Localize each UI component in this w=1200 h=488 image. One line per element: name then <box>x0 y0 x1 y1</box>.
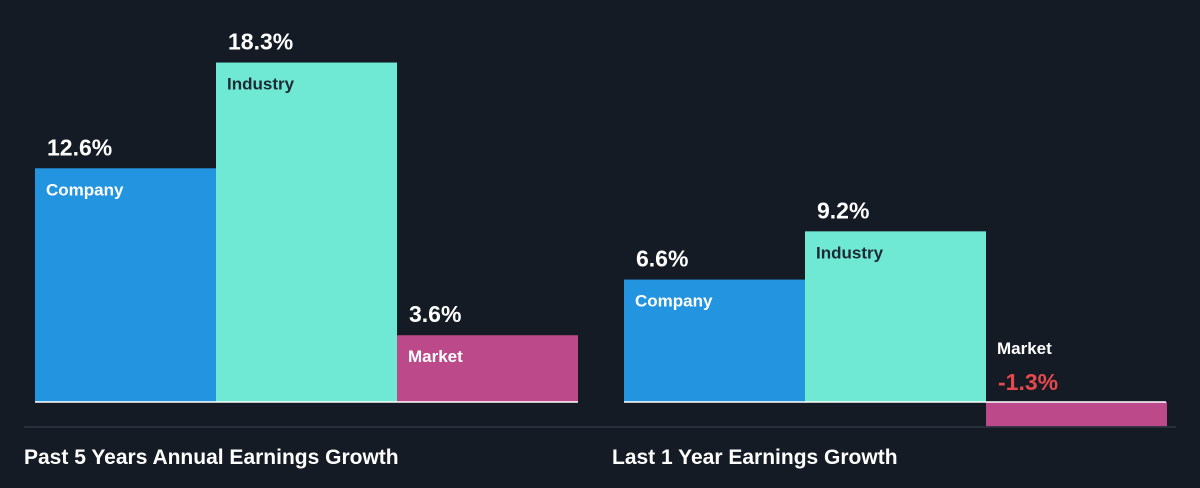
bar-value-label: -1.3% <box>998 369 1058 395</box>
chart-title: Past 5 Years Annual Earnings Growth <box>24 446 399 469</box>
panel-past-5-years: Company 12.6% Industry 18.3% Market 3.6% Past… <box>24 29 578 469</box>
bar-value-label: 3.6% <box>409 301 461 327</box>
bar-market <box>397 335 578 402</box>
bar-category-label: Market <box>408 347 463 366</box>
bar-value-label: 12.6% <box>47 134 112 160</box>
bar-category-label: Company <box>635 292 713 311</box>
bar-category-label: Company <box>46 180 124 199</box>
bar-company <box>624 279 805 402</box>
bar-industry <box>216 62 397 402</box>
bar-value-label: 18.3% <box>228 29 293 55</box>
bar-market <box>986 402 1167 427</box>
chart-title: Last 1 Year Earnings Growth <box>612 446 898 469</box>
bar-industry <box>805 231 986 402</box>
bar-category-label: Market <box>997 339 1052 358</box>
bar-category-label: Industry <box>227 75 295 94</box>
bar-value-label: 9.2% <box>817 197 869 223</box>
bar-value-label: 6.6% <box>636 246 688 272</box>
bar-company <box>35 168 216 402</box>
panel-last-1-year: Company 6.6% Industry 9.2% Market -1.3% Last … <box>612 197 1167 469</box>
bar-category-label: Industry <box>816 243 884 262</box>
